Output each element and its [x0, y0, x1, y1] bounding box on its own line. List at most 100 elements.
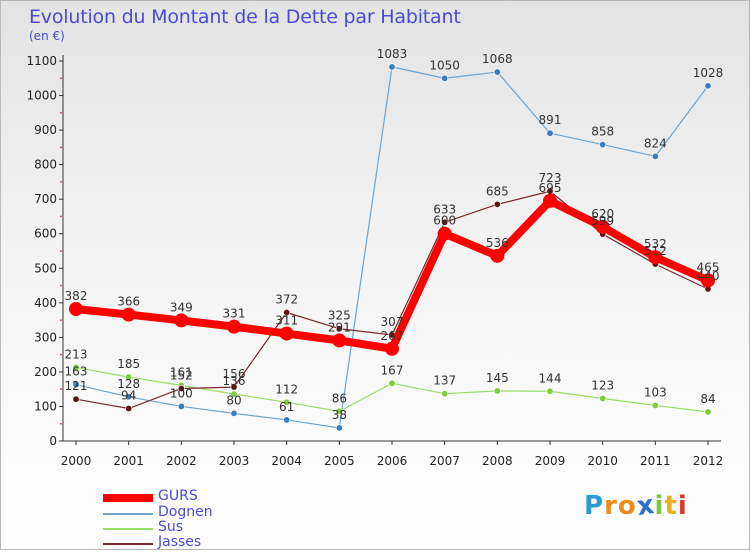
data-label-sus: 136	[223, 374, 246, 388]
data-label-dognen: 858	[591, 125, 614, 139]
brand-letter: P	[584, 491, 605, 521]
y-tick-label: 100	[34, 399, 57, 413]
data-point-sus	[493, 387, 501, 395]
data-label-dognen: 1050	[429, 58, 460, 72]
data-point-dognen	[546, 129, 554, 137]
data-label-sus: 167	[381, 363, 404, 377]
data-point-dognen	[125, 393, 133, 401]
data-label-jasses: 325	[328, 309, 351, 323]
y-minor-tick	[60, 250, 62, 252]
data-point-jasses	[493, 200, 501, 208]
x-tick-label: 2009	[535, 454, 566, 468]
x-tick-label: 2001	[113, 454, 144, 468]
x-tick-label: 2002	[166, 454, 197, 468]
data-point-gurs	[543, 193, 557, 208]
data-point-gurs	[174, 313, 189, 328]
data-label-gurs: 465	[697, 260, 720, 274]
y-minor-tick	[60, 181, 62, 183]
data-point-dognen	[335, 424, 343, 432]
data-label-jasses: 633	[433, 202, 456, 216]
y-tick-label: 800	[34, 158, 57, 172]
data-label-sus: 185	[117, 357, 140, 371]
y-minor-tick	[60, 422, 62, 425]
data-point-sus	[704, 408, 712, 416]
data-point-dognen	[599, 141, 607, 149]
y-tick-label: 0	[49, 434, 57, 448]
y-tick-label: 1100	[26, 54, 57, 68]
data-label-jasses: 440	[697, 269, 720, 283]
data-label-gurs: 349	[170, 300, 193, 314]
data-label-sus: 161	[170, 365, 193, 379]
data-label-sus: 144	[539, 371, 562, 385]
legend-swatch-gurs	[103, 494, 153, 502]
data-point-sus	[441, 390, 449, 398]
data-label-jasses: 599	[591, 214, 614, 228]
legend-swatch-dognen	[103, 513, 153, 515]
x-tick-label: 2004	[271, 454, 302, 468]
data-label-dognen: 1083	[377, 47, 408, 61]
data-point-gurs	[490, 248, 505, 263]
x-tick-label: 2011	[640, 454, 671, 468]
y-tick-label: 300	[34, 330, 57, 344]
data-label-dognen: 80	[226, 393, 241, 407]
data-label-jasses: 512	[644, 244, 667, 258]
data-point-gurs	[701, 273, 715, 288]
brand-logo: Proxiti	[584, 490, 688, 522]
data-point-jasses	[283, 308, 291, 316]
data-point-sus	[283, 398, 291, 406]
data-point-dognen	[704, 82, 712, 90]
data-label-dognen: 1068	[482, 52, 513, 66]
data-point-dognen	[230, 409, 238, 417]
data-point-gurs	[121, 307, 136, 322]
data-label-dognen: 38	[332, 408, 347, 422]
data-point-gurs	[648, 250, 663, 265]
data-label-gurs: 695	[539, 181, 562, 195]
data-label-gurs: 600	[433, 214, 456, 228]
data-point-sus	[546, 387, 554, 395]
legend-swatch-sus	[103, 528, 153, 530]
data-label-sus: 137	[433, 374, 456, 388]
data-point-gurs	[227, 319, 241, 334]
x-tick-label: 2007	[429, 454, 460, 468]
data-point-gurs	[332, 333, 347, 348]
data-point-dognen	[651, 152, 659, 160]
y-minor-tick	[60, 388, 62, 391]
data-point-jasses	[230, 383, 238, 391]
data-point-sus	[125, 373, 133, 381]
y-tick-label: 400	[34, 296, 57, 310]
data-point-jasses	[335, 325, 343, 333]
data-point-sus	[230, 390, 238, 398]
chart-title: Evolution du Montant de la Dette par Hab…	[29, 6, 461, 28]
y-tick-label: 1000	[26, 89, 57, 103]
data-label-sus: 213	[65, 347, 88, 361]
legend-label-jasses: Jasses	[158, 534, 202, 550]
data-label-gurs: 620	[591, 207, 614, 221]
y-minor-tick	[60, 215, 62, 218]
data-point-sus	[335, 407, 343, 415]
data-point-gurs	[69, 302, 83, 317]
data-point-dognen	[72, 381, 80, 389]
data-label-jasses: 372	[275, 292, 298, 306]
x-tick-label: 2003	[219, 454, 250, 468]
y-tick-label: 900	[34, 123, 57, 137]
data-label-sus: 103	[644, 385, 667, 399]
data-label-jasses: 121	[65, 379, 88, 393]
data-point-gurs	[279, 326, 294, 341]
data-label-sus: 145	[486, 371, 509, 385]
data-label-sus: 123	[591, 379, 614, 393]
y-minor-tick	[60, 111, 62, 114]
data-point-dognen	[441, 74, 449, 82]
data-point-sus	[651, 401, 659, 409]
data-label-gurs: 366	[117, 295, 140, 309]
y-minor-tick	[60, 146, 62, 149]
data-label-gurs: 331	[223, 307, 246, 321]
data-point-dognen	[388, 63, 396, 71]
data-label-dognen: 891	[539, 113, 562, 127]
x-tick-label: 2012	[693, 454, 724, 468]
data-point-jasses	[72, 395, 80, 403]
data-label-jasses: 685	[486, 184, 509, 198]
chart-unit: (en €)	[29, 29, 65, 43]
y-minor-tick	[60, 284, 62, 287]
y-minor-tick	[60, 319, 62, 321]
